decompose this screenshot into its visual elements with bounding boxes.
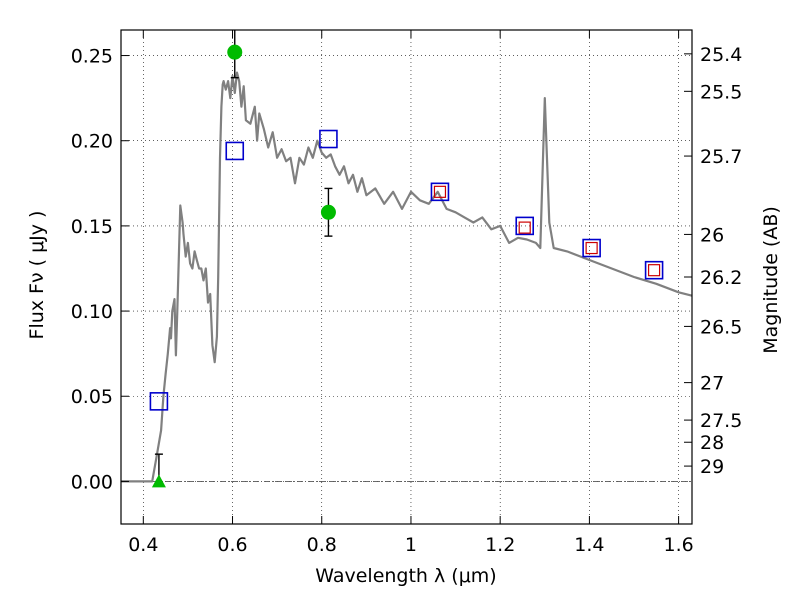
magnitude-tick-label: 29 (700, 456, 724, 478)
blue-square-marker (582, 238, 601, 258)
x-tick-labels: 0.4 0.6 0.8 1 1.2 1.4 1.6 (128, 534, 694, 556)
magnitude-tick-label: 26.5 (700, 316, 742, 338)
magnitude-tick-label: 28 (700, 432, 724, 454)
green-point-marker (320, 204, 336, 220)
y-tick-label: 0.25 (71, 46, 113, 68)
red-square-marker (585, 241, 598, 255)
green-point-marker (227, 44, 243, 60)
photometry-markers (149, 30, 664, 488)
magnitude-tick-label: 27.5 (700, 410, 742, 432)
upper-limit-triangle (151, 474, 166, 488)
y-tick-label: 0.15 (71, 216, 113, 238)
x-tick-label: 0.4 (128, 534, 158, 556)
y-tick-labels: 0.00 0.05 0.10 0.15 0.20 0.25 (71, 46, 113, 494)
y-tick-label: 0.10 (71, 301, 113, 323)
red-square-marker (433, 185, 447, 198)
blue-square-marker (644, 260, 664, 280)
magnitude-tick-label: 27 (700, 373, 724, 395)
x-tick-label: 1 (405, 534, 417, 556)
x-tick-label: 1.2 (485, 534, 515, 556)
model-sed-layer (121, 71, 693, 483)
blue-square-marker (515, 216, 535, 236)
x-tick-label: 0.6 (217, 534, 247, 556)
axes (120, 29, 693, 525)
blue-square-marker (430, 182, 450, 202)
red-square-marker (647, 264, 661, 277)
model-sed-line (121, 71, 693, 483)
y-axis-label-right: Magnitude (AB) (760, 206, 782, 354)
red-square-marker (518, 221, 531, 234)
y-axis-label-left: Flux Fν ( μJy ) (26, 211, 48, 340)
x-tick-label: 1.6 (664, 534, 694, 556)
blue-square-marker (225, 141, 245, 161)
plot-frame (120, 29, 693, 525)
blue-square-marker (319, 129, 338, 149)
magnitude-tick-label: 26 (700, 224, 724, 246)
magnitude-tick-label: 25.5 (700, 81, 742, 103)
magnitude-tick-label: 25.7 (700, 146, 742, 168)
blue-square-marker (149, 392, 169, 411)
x-tick-label: 0.8 (307, 534, 337, 556)
y-tick-label: 0.20 (71, 131, 113, 153)
magnitude-tick-label: 26.2 (700, 267, 742, 289)
y-tick-label: 0.05 (71, 386, 113, 408)
magnitude-tick-label: 25.4 (700, 44, 742, 66)
x-tick-label: 1.4 (574, 534, 604, 556)
y-tick-label: 0.00 (71, 471, 113, 493)
x-axis-label: Wavelength λ (μm) (315, 565, 496, 587)
